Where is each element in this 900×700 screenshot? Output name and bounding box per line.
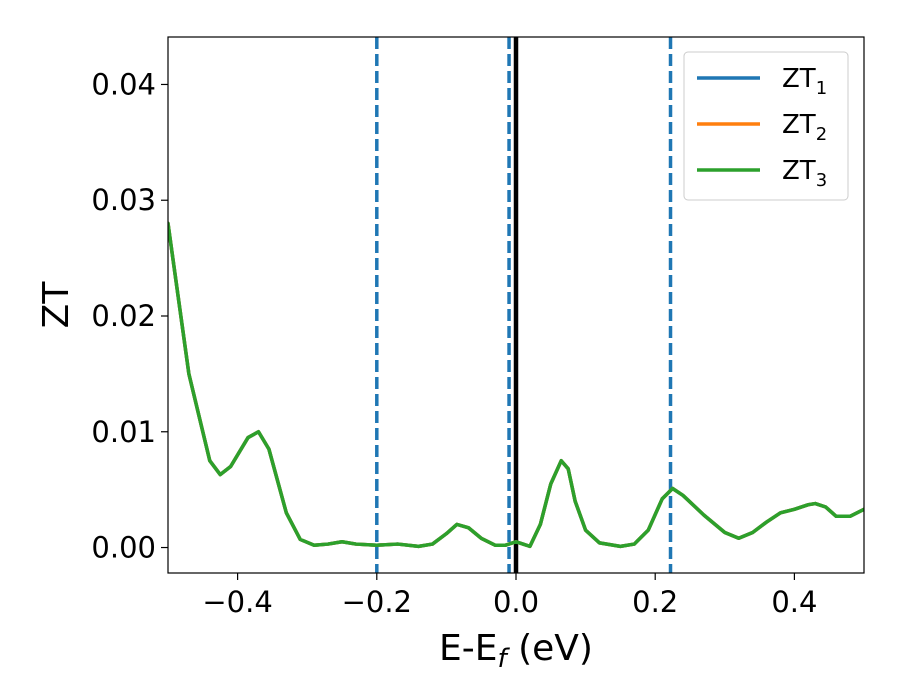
x-axis-label: E-Ef (eV) xyxy=(439,628,593,674)
series-lines xyxy=(168,221,864,549)
y-tick-label: 0.00 xyxy=(91,531,156,565)
x-tick-label: 0.4 xyxy=(771,585,817,619)
y-axis-ticks: 0.00 0.01 0.02 0.03 0.04 xyxy=(91,67,168,565)
x-tick-label: 0.0 xyxy=(493,585,539,619)
legend-label-ZT3: ZT3 xyxy=(782,156,827,191)
x-axis-ticks: −0.4 −0.2 0.0 0.2 0.4 xyxy=(202,573,817,619)
legend-label-ZT1: ZT1 xyxy=(782,64,827,99)
legend: ZT1 ZT2 ZT3 xyxy=(683,51,849,201)
x-tick-label: 0.2 xyxy=(632,585,678,619)
legend-label-ZT2: ZT2 xyxy=(782,110,827,145)
x-tick-label: −0.2 xyxy=(342,585,412,619)
y-tick-label: 0.02 xyxy=(91,299,156,333)
legend-box xyxy=(683,51,849,201)
y-tick-label: 0.04 xyxy=(91,67,156,101)
x-tick-label: −0.4 xyxy=(202,585,272,619)
y-tick-label: 0.01 xyxy=(91,415,156,449)
y-tick-label: 0.03 xyxy=(91,183,156,217)
vertical-reference-lines xyxy=(375,37,673,573)
series-line-ZT3 xyxy=(168,221,864,549)
y-axis-label: ZT xyxy=(36,281,77,329)
